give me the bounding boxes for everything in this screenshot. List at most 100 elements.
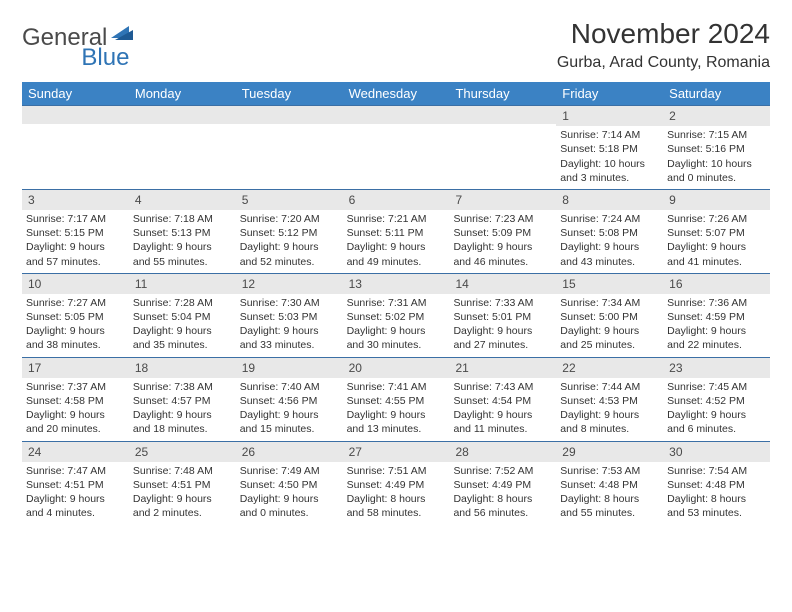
sunrise-text: Sunrise: 7:53 AM bbox=[560, 464, 659, 478]
day-details: Sunrise: 7:48 AMSunset: 4:51 PMDaylight:… bbox=[129, 462, 236, 525]
daylight-text: Daylight: 10 hours and 3 minutes. bbox=[560, 157, 659, 185]
daylight-text: Daylight: 9 hours and 41 minutes. bbox=[667, 240, 766, 268]
day-number: 16 bbox=[663, 274, 770, 294]
day-number bbox=[129, 106, 236, 124]
sunrise-text: Sunrise: 7:45 AM bbox=[667, 380, 766, 394]
day-number: 4 bbox=[129, 190, 236, 210]
sunset-text: Sunset: 4:58 PM bbox=[26, 394, 125, 408]
sunrise-text: Sunrise: 7:51 AM bbox=[347, 464, 446, 478]
sunset-text: Sunset: 4:51 PM bbox=[133, 478, 232, 492]
sunset-text: Sunset: 4:52 PM bbox=[667, 394, 766, 408]
daylight-text: Daylight: 9 hours and 11 minutes. bbox=[453, 408, 552, 436]
day-details: Sunrise: 7:44 AMSunset: 4:53 PMDaylight:… bbox=[556, 378, 663, 441]
month-title: November 2024 bbox=[557, 18, 770, 50]
daylight-text: Daylight: 9 hours and 25 minutes. bbox=[560, 324, 659, 352]
sunrise-text: Sunrise: 7:17 AM bbox=[26, 212, 125, 226]
sunset-text: Sunset: 5:04 PM bbox=[133, 310, 232, 324]
daylight-text: Daylight: 8 hours and 55 minutes. bbox=[560, 492, 659, 520]
calendar-day: 11Sunrise: 7:28 AMSunset: 5:04 PMDayligh… bbox=[129, 274, 236, 357]
day-details: Sunrise: 7:41 AMSunset: 4:55 PMDaylight:… bbox=[343, 378, 450, 441]
sunset-text: Sunset: 4:51 PM bbox=[26, 478, 125, 492]
sunset-text: Sunset: 5:05 PM bbox=[26, 310, 125, 324]
calendar-day: 29Sunrise: 7:53 AMSunset: 4:48 PMDayligh… bbox=[556, 442, 663, 525]
sunrise-text: Sunrise: 7:33 AM bbox=[453, 296, 552, 310]
sunset-text: Sunset: 4:54 PM bbox=[453, 394, 552, 408]
calendar-day bbox=[236, 106, 343, 189]
calendar-week: 3Sunrise: 7:17 AMSunset: 5:15 PMDaylight… bbox=[22, 189, 770, 273]
day-number bbox=[449, 106, 556, 124]
calendar-day: 8Sunrise: 7:24 AMSunset: 5:08 PMDaylight… bbox=[556, 190, 663, 273]
day-details: Sunrise: 7:24 AMSunset: 5:08 PMDaylight:… bbox=[556, 210, 663, 273]
daylight-text: Daylight: 9 hours and 33 minutes. bbox=[240, 324, 339, 352]
calendar-day bbox=[129, 106, 236, 189]
sunset-text: Sunset: 5:07 PM bbox=[667, 226, 766, 240]
day-details: Sunrise: 7:43 AMSunset: 4:54 PMDaylight:… bbox=[449, 378, 556, 441]
sunset-text: Sunset: 5:00 PM bbox=[560, 310, 659, 324]
title-block: November 2024 Gurba, Arad County, Romani… bbox=[557, 18, 770, 72]
daylight-text: Daylight: 9 hours and 18 minutes. bbox=[133, 408, 232, 436]
sunset-text: Sunset: 5:11 PM bbox=[347, 226, 446, 240]
sunset-text: Sunset: 4:53 PM bbox=[560, 394, 659, 408]
day-details: Sunrise: 7:52 AMSunset: 4:49 PMDaylight:… bbox=[449, 462, 556, 525]
day-details: Sunrise: 7:36 AMSunset: 4:59 PMDaylight:… bbox=[663, 294, 770, 357]
day-details: Sunrise: 7:21 AMSunset: 5:11 PMDaylight:… bbox=[343, 210, 450, 273]
calendar-day bbox=[22, 106, 129, 189]
calendar-day: 9Sunrise: 7:26 AMSunset: 5:07 PMDaylight… bbox=[663, 190, 770, 273]
day-number: 2 bbox=[663, 106, 770, 126]
sunset-text: Sunset: 5:01 PM bbox=[453, 310, 552, 324]
calendar-day: 10Sunrise: 7:27 AMSunset: 5:05 PMDayligh… bbox=[22, 274, 129, 357]
sunset-text: Sunset: 4:55 PM bbox=[347, 394, 446, 408]
day-number: 10 bbox=[22, 274, 129, 294]
weekday-header: Friday bbox=[556, 82, 663, 105]
day-details: Sunrise: 7:31 AMSunset: 5:02 PMDaylight:… bbox=[343, 294, 450, 357]
daylight-text: Daylight: 8 hours and 53 minutes. bbox=[667, 492, 766, 520]
calendar-day: 14Sunrise: 7:33 AMSunset: 5:01 PMDayligh… bbox=[449, 274, 556, 357]
day-details: Sunrise: 7:53 AMSunset: 4:48 PMDaylight:… bbox=[556, 462, 663, 525]
calendar-day: 25Sunrise: 7:48 AMSunset: 4:51 PMDayligh… bbox=[129, 442, 236, 525]
daylight-text: Daylight: 9 hours and 20 minutes. bbox=[26, 408, 125, 436]
day-details: Sunrise: 7:47 AMSunset: 4:51 PMDaylight:… bbox=[22, 462, 129, 525]
sunset-text: Sunset: 5:13 PM bbox=[133, 226, 232, 240]
day-details: Sunrise: 7:15 AMSunset: 5:16 PMDaylight:… bbox=[663, 126, 770, 189]
daylight-text: Daylight: 9 hours and 27 minutes. bbox=[453, 324, 552, 352]
calendar-day: 19Sunrise: 7:40 AMSunset: 4:56 PMDayligh… bbox=[236, 358, 343, 441]
sunset-text: Sunset: 4:49 PM bbox=[347, 478, 446, 492]
day-details: Sunrise: 7:51 AMSunset: 4:49 PMDaylight:… bbox=[343, 462, 450, 525]
calendar-day: 2Sunrise: 7:15 AMSunset: 5:16 PMDaylight… bbox=[663, 106, 770, 189]
calendar-day bbox=[449, 106, 556, 189]
calendar-week: 10Sunrise: 7:27 AMSunset: 5:05 PMDayligh… bbox=[22, 273, 770, 357]
sunrise-text: Sunrise: 7:44 AM bbox=[560, 380, 659, 394]
day-details: Sunrise: 7:49 AMSunset: 4:50 PMDaylight:… bbox=[236, 462, 343, 525]
day-details: Sunrise: 7:18 AMSunset: 5:13 PMDaylight:… bbox=[129, 210, 236, 273]
daylight-text: Daylight: 8 hours and 58 minutes. bbox=[347, 492, 446, 520]
brand-text-2: Blue bbox=[81, 44, 129, 72]
sunset-text: Sunset: 4:50 PM bbox=[240, 478, 339, 492]
day-number: 3 bbox=[22, 190, 129, 210]
day-details: Sunrise: 7:33 AMSunset: 5:01 PMDaylight:… bbox=[449, 294, 556, 357]
calendar-day bbox=[343, 106, 450, 189]
calendar-day: 28Sunrise: 7:52 AMSunset: 4:49 PMDayligh… bbox=[449, 442, 556, 525]
daylight-text: Daylight: 8 hours and 56 minutes. bbox=[453, 492, 552, 520]
calendar-day: 16Sunrise: 7:36 AMSunset: 4:59 PMDayligh… bbox=[663, 274, 770, 357]
daylight-text: Daylight: 9 hours and 38 minutes. bbox=[26, 324, 125, 352]
day-number: 12 bbox=[236, 274, 343, 294]
day-details: Sunrise: 7:17 AMSunset: 5:15 PMDaylight:… bbox=[22, 210, 129, 273]
sunset-text: Sunset: 4:48 PM bbox=[560, 478, 659, 492]
sunrise-text: Sunrise: 7:54 AM bbox=[667, 464, 766, 478]
day-number: 9 bbox=[663, 190, 770, 210]
daylight-text: Daylight: 10 hours and 0 minutes. bbox=[667, 157, 766, 185]
calendar-day: 15Sunrise: 7:34 AMSunset: 5:00 PMDayligh… bbox=[556, 274, 663, 357]
sunset-text: Sunset: 5:12 PM bbox=[240, 226, 339, 240]
sunset-text: Sunset: 4:59 PM bbox=[667, 310, 766, 324]
sunset-text: Sunset: 5:02 PM bbox=[347, 310, 446, 324]
daylight-text: Daylight: 9 hours and 8 minutes. bbox=[560, 408, 659, 436]
sunset-text: Sunset: 4:49 PM bbox=[453, 478, 552, 492]
day-details: Sunrise: 7:54 AMSunset: 4:48 PMDaylight:… bbox=[663, 462, 770, 525]
day-details: Sunrise: 7:30 AMSunset: 5:03 PMDaylight:… bbox=[236, 294, 343, 357]
daylight-text: Daylight: 9 hours and 13 minutes. bbox=[347, 408, 446, 436]
calendar-day: 6Sunrise: 7:21 AMSunset: 5:11 PMDaylight… bbox=[343, 190, 450, 273]
day-details: Sunrise: 7:40 AMSunset: 4:56 PMDaylight:… bbox=[236, 378, 343, 441]
brand-logo: General Blue bbox=[22, 18, 185, 52]
daylight-text: Daylight: 9 hours and 35 minutes. bbox=[133, 324, 232, 352]
day-details: Sunrise: 7:28 AMSunset: 5:04 PMDaylight:… bbox=[129, 294, 236, 357]
